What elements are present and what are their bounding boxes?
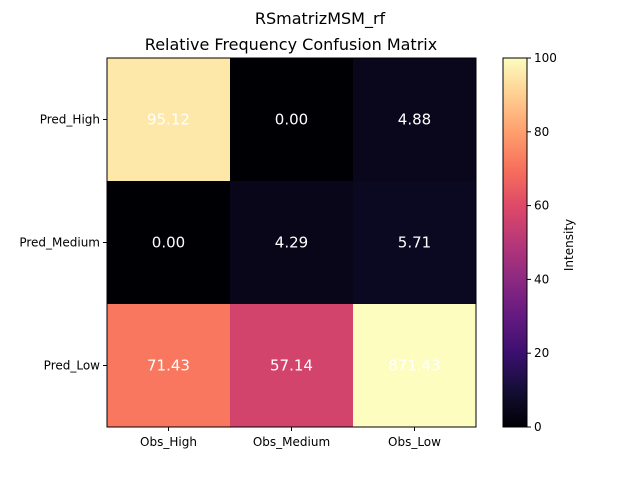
chart-title: RSmatrizMSM_rf [255,9,386,29]
colorbar-tick-label: 60 [534,199,549,213]
y-tick-label: Pred_High [40,113,100,127]
chart-subtitle: Relative Frequency Confusion Matrix [145,35,437,54]
heatmap-cell [230,304,354,428]
colorbar-label: Intensity [562,219,576,271]
x-tick-label: Obs_Low [388,435,441,449]
heatmap-cell [353,58,477,182]
heatmap-cell [353,181,477,305]
cell-value-label: 57.14 [270,357,313,375]
cell-value-label: 0.00 [152,234,185,252]
heatmap-cell [230,181,354,305]
cell-value-label: 0.00 [275,111,308,129]
heatmap-cell [107,304,231,428]
colorbar-tick-label: 0 [534,420,542,434]
cell-value-label: 5.71 [398,234,431,252]
colorbar [502,57,528,428]
x-tick-label: Obs_Medium [253,435,330,449]
cell-value-label: 71.43 [147,357,190,375]
x-tick-label: Obs_High [140,435,197,449]
cell-value-label: 4.88 [398,111,431,129]
heatmap-cell [107,181,231,305]
heatmap-cell [107,58,231,182]
colorbar-tick-label: 40 [534,272,549,286]
colorbar-tick-label: 100 [534,51,557,65]
colorbar-tick-label: 20 [534,346,549,360]
cell-value-label: 871.43 [388,357,441,375]
colorbar-tick-label: 80 [534,125,549,139]
y-tick-label: Pred_Low [44,359,101,373]
y-tick-label: Pred_Medium [19,236,100,250]
cell-value-label: 95.12 [147,111,190,129]
heatmap-cell [230,58,354,182]
heatmap-cell [353,304,477,428]
cell-value-label: 4.29 [275,234,308,252]
